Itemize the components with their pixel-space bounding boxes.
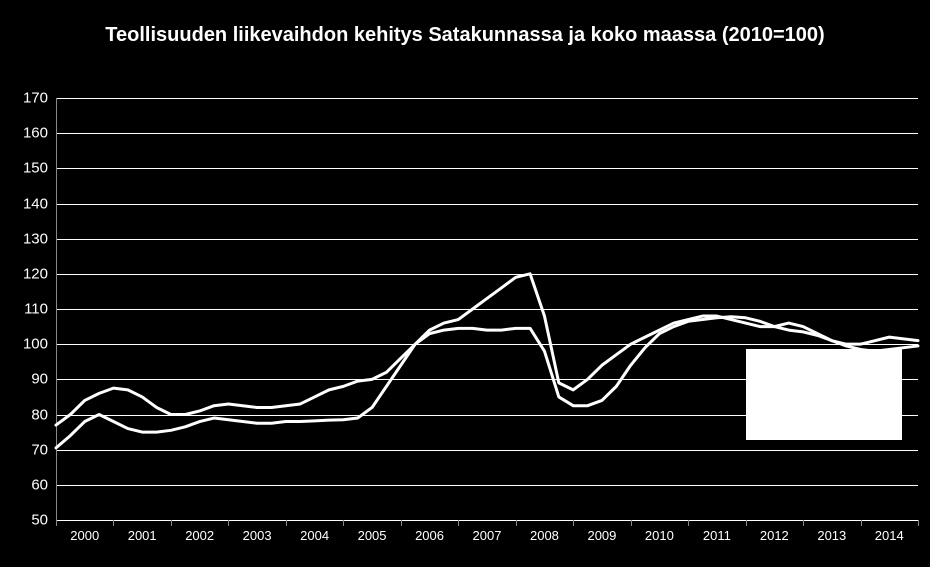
x-tick-label: 2014 — [875, 528, 904, 543]
x-tick — [688, 520, 689, 526]
gridline — [56, 520, 918, 521]
x-tick — [56, 520, 57, 526]
y-tick-label: 140 — [23, 195, 48, 212]
y-tick-label: 170 — [23, 90, 48, 107]
x-tick — [746, 520, 747, 526]
x-tick-label: 2007 — [473, 528, 502, 543]
x-tick-label: 2001 — [128, 528, 157, 543]
x-tick — [286, 520, 287, 526]
x-tick — [343, 520, 344, 526]
y-tick-label: 160 — [23, 125, 48, 142]
chart-title: Teollisuuden liikevaihdon kehitys Sataku… — [0, 24, 930, 47]
x-tick — [458, 520, 459, 526]
y-tick-label: 70 — [31, 441, 48, 458]
x-tick-label: 2011 — [703, 528, 731, 543]
x-tick — [171, 520, 172, 526]
legend-box — [746, 349, 903, 440]
x-tick-label: 2005 — [358, 528, 387, 543]
x-tick-label: 2000 — [70, 528, 99, 543]
x-tick — [228, 520, 229, 526]
x-tick-label: 2013 — [817, 528, 846, 543]
x-tick-label: 2009 — [587, 528, 616, 543]
x-tick — [573, 520, 574, 526]
x-tick-label: 2006 — [415, 528, 444, 543]
x-tick-label: 2002 — [185, 528, 214, 543]
y-tick-label: 90 — [31, 371, 48, 388]
y-tick-label: 60 — [31, 476, 48, 493]
x-tick-label: 2004 — [300, 528, 329, 543]
y-tick-label: 120 — [23, 265, 48, 282]
x-tick — [113, 520, 114, 526]
x-tick — [918, 520, 919, 526]
x-tick — [631, 520, 632, 526]
y-tick-label: 80 — [31, 406, 48, 423]
x-tick — [516, 520, 517, 526]
y-tick-label: 150 — [23, 160, 48, 177]
y-tick-label: 50 — [31, 512, 48, 529]
y-tick-label: 130 — [23, 230, 48, 247]
chart-container: Teollisuuden liikevaihdon kehitys Sataku… — [0, 0, 930, 567]
x-tick — [803, 520, 804, 526]
x-tick-label: 2012 — [760, 528, 789, 543]
y-tick-label: 110 — [24, 301, 48, 318]
series-layer — [56, 98, 918, 520]
plot-area: 5060708090100110120130140150160170200020… — [56, 98, 918, 520]
x-tick — [401, 520, 402, 526]
x-tick-label: 2003 — [243, 528, 272, 543]
x-tick-label: 2010 — [645, 528, 674, 543]
x-tick-label: 2008 — [530, 528, 559, 543]
y-tick-label: 100 — [23, 336, 48, 353]
x-tick — [861, 520, 862, 526]
